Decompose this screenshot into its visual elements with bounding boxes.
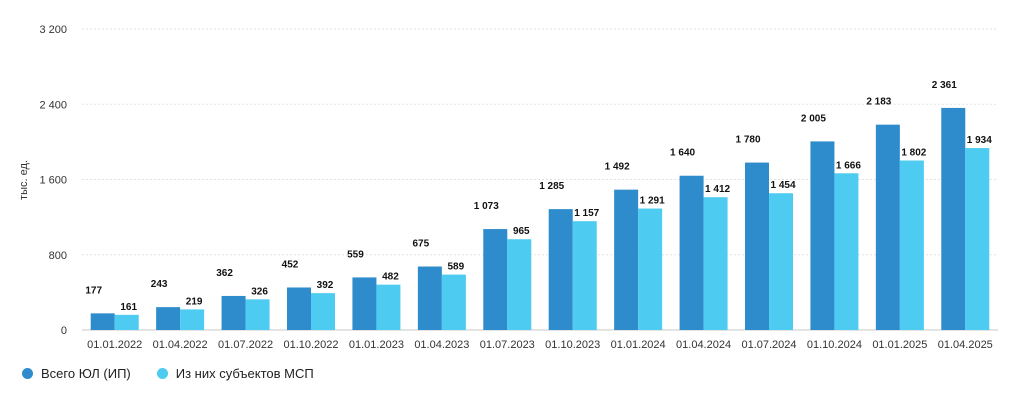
x-tick-label: 01.07.2022 (218, 339, 273, 351)
bar-msp (572, 221, 597, 330)
data-label-msp: 1 454 (770, 180, 795, 191)
data-label-msp: 1 291 (640, 196, 665, 207)
x-tick-label: 01.01.2022 (87, 339, 142, 351)
bar-msp (114, 314, 139, 330)
data-label-msp: 589 (448, 262, 465, 273)
bar-msp (180, 309, 205, 330)
bar-msp (638, 208, 663, 330)
bar-msp (507, 239, 532, 330)
x-tick-label: 01.10.2022 (283, 339, 338, 351)
bar-msp (899, 160, 924, 330)
bar-total (679, 175, 704, 330)
data-label-msp: 219 (186, 296, 203, 307)
bar-msp (703, 197, 728, 330)
data-label-msp: 1 412 (705, 184, 730, 195)
data-label-msp: 326 (251, 286, 268, 297)
x-tick-label: 01.04.2024 (676, 339, 731, 351)
y-axis-ticks: 0 800 1 600 2 400 3 200 (39, 24, 67, 337)
bar-msp (769, 193, 793, 330)
data-label-total: 177 (85, 285, 102, 296)
bar-msp (245, 299, 270, 330)
legend-item-total[interactable]: Всего ЮЛ (ИП) (22, 366, 131, 381)
x-tick-label: 01.01.2023 (349, 339, 404, 351)
data-labels: 177 161 243 219 362 326 452 392 559 482 675 589 1 07… (85, 80, 992, 313)
data-label-total: 1 492 (605, 162, 630, 173)
x-axis-ticks: 01.01.2022 01.04.2022 01.07.2022 01.10.2022… (87, 339, 993, 351)
y-axis-title: тыс. ед. (18, 160, 30, 200)
bar-total (483, 229, 508, 330)
bar-msp (965, 148, 990, 330)
data-label-msp: 1 802 (901, 147, 926, 158)
data-label-total: 1 073 (474, 201, 499, 212)
data-label-total: 2 361 (932, 80, 957, 91)
y-tick-label: 3 200 (39, 24, 67, 36)
bar-total (810, 141, 835, 330)
x-tick-label: 01.10.2023 (545, 339, 600, 351)
legend-label-total: Всего ЮЛ (ИП) (41, 366, 131, 381)
x-tick-label: 01.04.2025 (938, 339, 993, 351)
data-label-total: 675 (413, 239, 430, 250)
data-label-msp: 392 (317, 280, 334, 291)
legend-marker-total (22, 368, 33, 379)
data-label-total: 2 183 (866, 97, 891, 108)
x-tick-label: 01.04.2022 (153, 339, 208, 351)
bar-total (156, 307, 181, 330)
data-label-total: 1 285 (539, 181, 564, 192)
data-label-total: 243 (151, 279, 168, 290)
data-label-total: 1 780 (735, 135, 760, 146)
data-label-msp: 1 666 (836, 160, 861, 171)
y-tick-label: 0 (61, 325, 67, 337)
bar-total (417, 266, 442, 330)
data-label-msp: 1 934 (967, 135, 992, 146)
bar-msp (376, 284, 401, 330)
bar-total (941, 107, 966, 331)
bar-msp (311, 293, 335, 330)
bar-total (548, 209, 573, 330)
x-tick-label: 01.07.2023 (480, 339, 535, 351)
y-tick-label: 800 (49, 250, 67, 262)
bar-msp (834, 173, 859, 330)
legend: Всего ЮЛ (ИП) Из них субъектов МСП (22, 366, 314, 381)
x-tick-label: 01.10.2024 (807, 339, 862, 351)
x-tick-label: 01.07.2024 (741, 339, 796, 351)
bar-total (614, 189, 639, 330)
bar-total (352, 277, 377, 330)
data-label-total: 559 (347, 249, 364, 260)
data-label-total: 362 (216, 268, 233, 279)
data-label-total: 1 640 (670, 148, 695, 159)
bar-total (287, 287, 311, 330)
bar-total (90, 313, 115, 330)
data-label-total: 452 (282, 259, 299, 270)
legend-item-msp[interactable]: Из них субъектов МСП (156, 366, 314, 381)
bar-total (875, 124, 900, 330)
data-label-msp: 965 (513, 226, 530, 237)
x-tick-label: 01.01.2024 (611, 339, 666, 351)
x-tick-label: 01.01.2025 (872, 339, 927, 351)
bar-total (221, 295, 246, 330)
x-tick-label: 01.04.2023 (414, 339, 469, 351)
data-label-msp: 482 (382, 272, 399, 283)
legend-marker-msp (156, 368, 168, 379)
data-label-total: 2 005 (801, 113, 826, 124)
bar-msp (441, 274, 466, 330)
data-label-msp: 161 (120, 302, 137, 313)
gridlines (82, 28, 998, 331)
data-label-msp: 1 157 (574, 208, 599, 219)
y-tick-label: 1 600 (39, 175, 67, 187)
bar-total (745, 162, 769, 330)
legend-label-msp: Из них субъектов МСП (175, 366, 314, 381)
y-tick-label: 2 400 (39, 99, 67, 111)
bars (90, 107, 990, 331)
